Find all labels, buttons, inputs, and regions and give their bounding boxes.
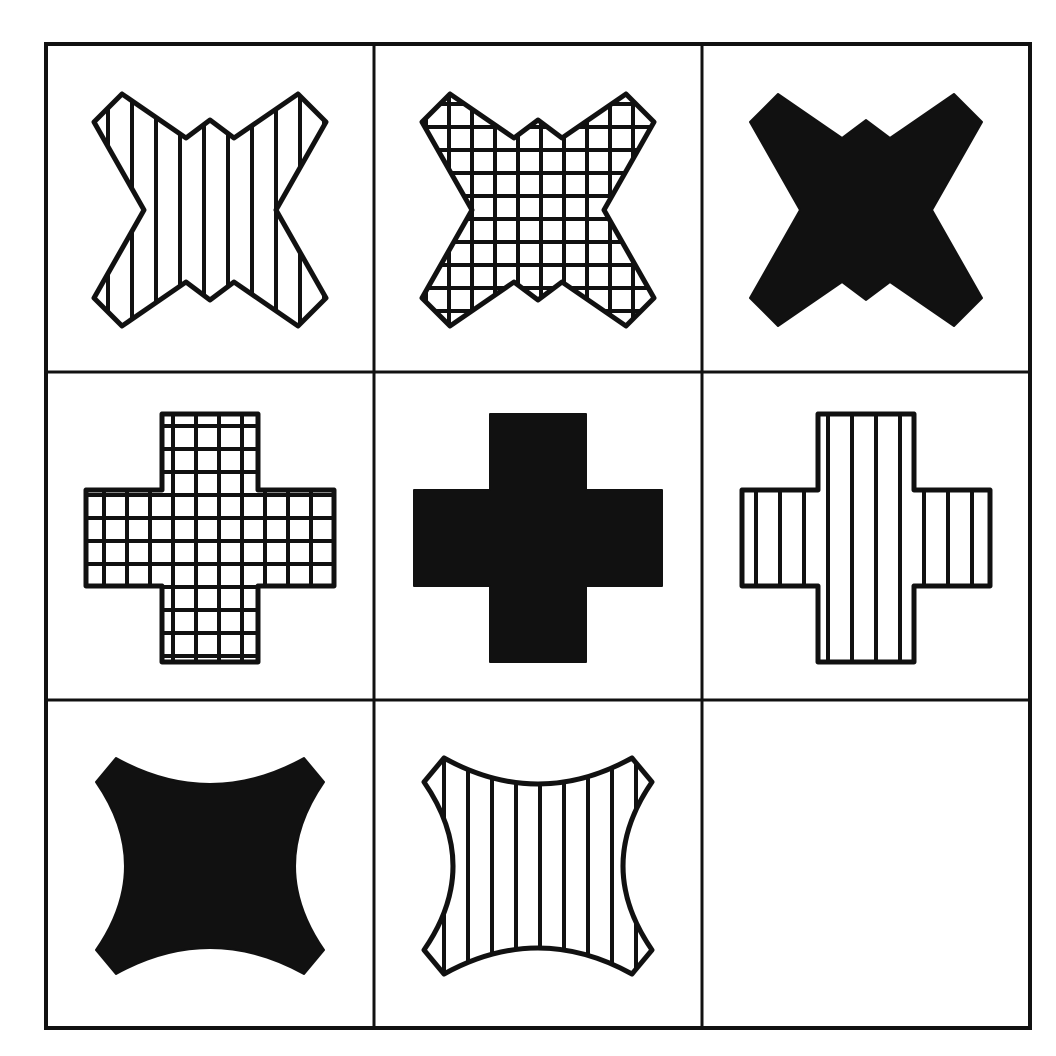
plus-cross-solid-shape [413,413,663,663]
x-cross-solid-shape [749,93,983,327]
cell-r3-c2 [374,700,702,1028]
grid-frame [44,42,1032,1030]
cell-r2-c1 [46,372,374,700]
cell-r1-c3 [702,44,1030,372]
concave-square-solid-shape [95,757,325,975]
plus-cross-grid-shape [83,411,337,665]
answer-cell-empty[interactable] [702,700,1030,1028]
x-cross-grid-shape [419,91,657,329]
x-cross-vertical-stripes-shape [91,91,329,329]
concave-square-vertical-stripes-shape [421,755,655,977]
plus-cross-vertical-stripes-shape [739,411,993,665]
cell-r1-c1 [46,44,374,372]
cell-r3-c1 [46,700,374,1028]
cell-r2-c3 [702,372,1030,700]
cell-r2-c2 [374,372,702,700]
cell-r1-c2 [374,44,702,372]
